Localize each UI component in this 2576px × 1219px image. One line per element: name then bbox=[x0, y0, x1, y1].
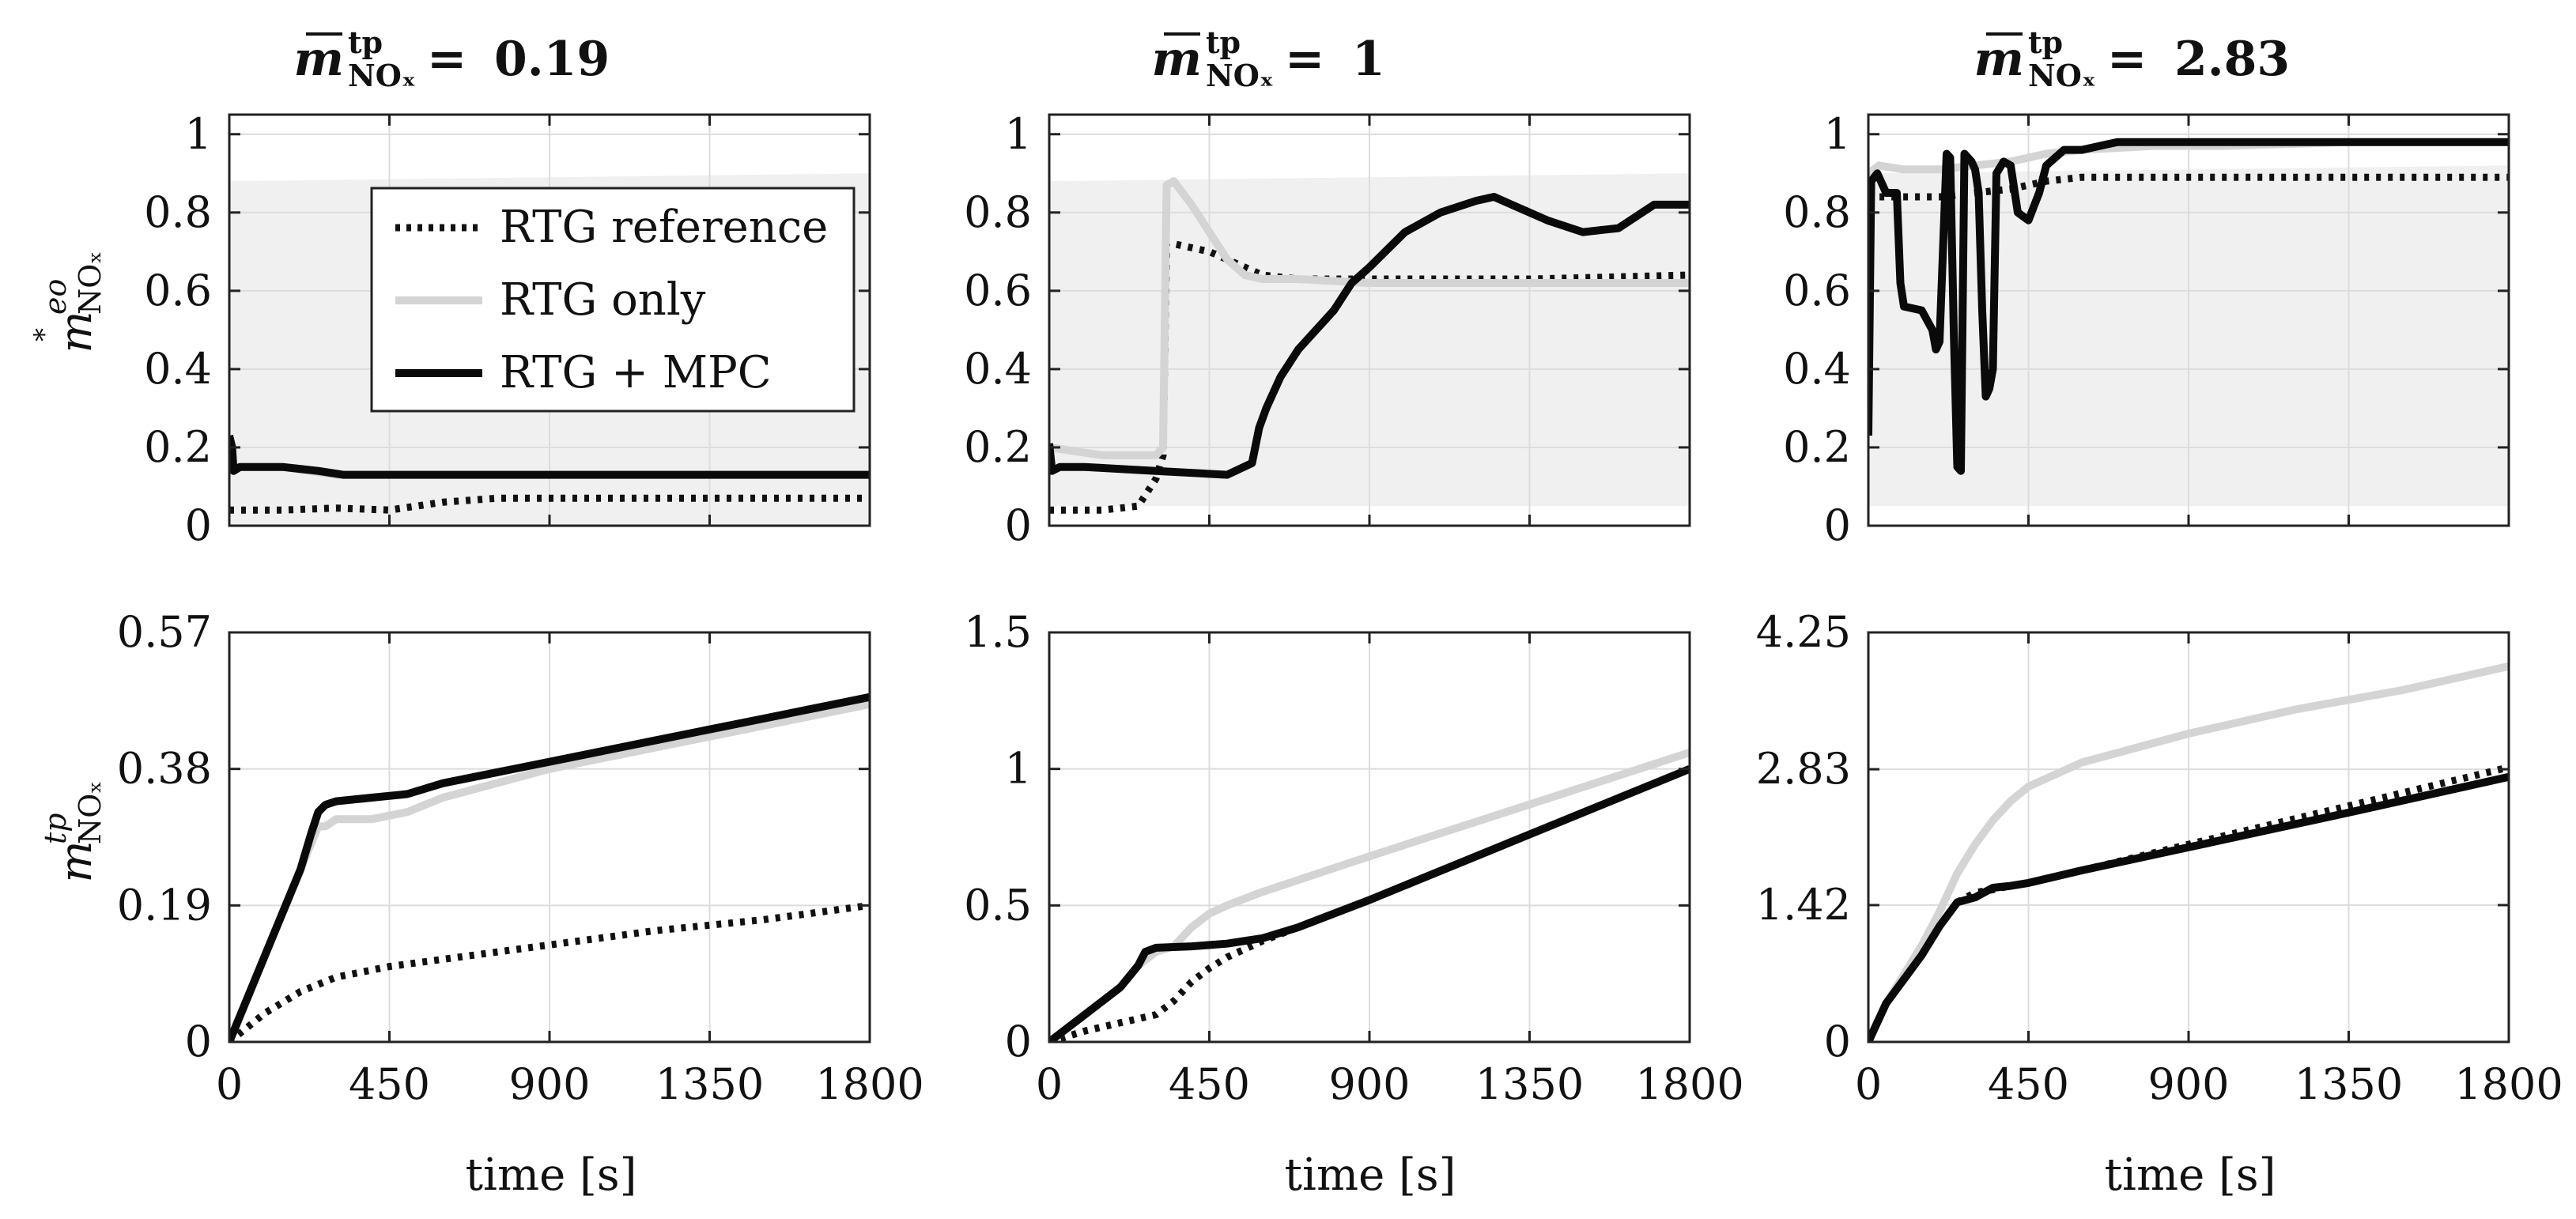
x-tick-label: 1800 bbox=[815, 1059, 924, 1109]
series-line-rtg-mpc bbox=[229, 693, 870, 1042]
svg-text:tp: tp bbox=[38, 813, 73, 844]
title-value-left: 0.19 bbox=[494, 32, 610, 87]
svg-text:=: = bbox=[1285, 32, 1324, 87]
x-tick-label: 0 bbox=[216, 1059, 243, 1109]
y-tick-label: 1.5 bbox=[964, 607, 1032, 657]
series-line-rtg-reference bbox=[1049, 765, 1690, 1042]
y-tick-label: 1 bbox=[1005, 109, 1032, 159]
svg-text:NOₓ: NOₓ bbox=[348, 58, 416, 93]
y-tick-label: 0.8 bbox=[1783, 187, 1851, 237]
panel-bottom-right: 0 450 900 1350 1800 0 1.42 2.83 4.25 bbox=[1756, 607, 2563, 1109]
x-tick-label: 1350 bbox=[1475, 1059, 1584, 1109]
y-tick-label: 0 bbox=[1005, 500, 1032, 550]
x-tick-label: 900 bbox=[2147, 1059, 2229, 1109]
y-tick-label: 1.42 bbox=[1756, 880, 1851, 930]
y-tick-label: 0.8 bbox=[964, 187, 1032, 237]
ylabel-bottom: m tp NOₓ bbox=[38, 780, 108, 882]
svg-text:=: = bbox=[427, 32, 466, 87]
x-tick-label: 1800 bbox=[2454, 1059, 2563, 1109]
xlabel-left: time [s] bbox=[466, 1149, 637, 1201]
y-tick-label: 4.25 bbox=[1756, 607, 1851, 657]
svg-text:=: = bbox=[2107, 32, 2147, 87]
svg-text:*: * bbox=[28, 328, 60, 342]
svg-text:eo: eo bbox=[38, 279, 73, 315]
x-tick-label: 1800 bbox=[1635, 1059, 1743, 1109]
x-tick-label: 1350 bbox=[655, 1059, 764, 1109]
panel-top-right: 0 0.2 0.4 0.6 0.8 1 bbox=[1783, 109, 2510, 550]
svg-text:NOₓ: NOₓ bbox=[73, 251, 108, 315]
y-tick-label: 0.5 bbox=[964, 880, 1032, 930]
title-value-middle: 1 bbox=[1352, 32, 1385, 87]
series-line-rtg-mpc bbox=[1049, 193, 1690, 479]
panel-title-left: m tp NOₓ = 0.19 bbox=[294, 25, 610, 93]
x-tick-label: 1350 bbox=[2295, 1059, 2403, 1109]
series-line-rtg-only bbox=[1049, 177, 1690, 459]
legend-label-reference: RTG reference bbox=[500, 202, 828, 253]
y-tick-label: 0 bbox=[185, 500, 212, 550]
series-line-rtg-mpc bbox=[1868, 772, 2509, 1042]
y-tick-label: 2.83 bbox=[1756, 744, 1851, 794]
y-tick-label: 0.4 bbox=[1783, 344, 1851, 394]
svg-text:tp: tp bbox=[2028, 25, 2063, 60]
series-line-rtg-reference bbox=[229, 494, 870, 514]
y-tick-label: 1 bbox=[1824, 109, 1851, 159]
y-tick-label: 0.2 bbox=[144, 422, 212, 472]
x-tick-label: 0 bbox=[1036, 1059, 1063, 1109]
y-tick-label: 0.6 bbox=[144, 266, 212, 315]
y-tick-label: 0.6 bbox=[1783, 266, 1851, 315]
x-tick-label: 900 bbox=[508, 1059, 590, 1109]
series-line-rtg-mpc bbox=[229, 434, 870, 479]
title-value-right: 2.83 bbox=[2174, 32, 2290, 87]
svg-text:m: m bbox=[51, 311, 102, 353]
svg-text:m: m bbox=[1152, 32, 1203, 87]
y-tick-label: 0.4 bbox=[964, 344, 1032, 394]
xlabel-middle: time [s] bbox=[1285, 1149, 1456, 1201]
svg-text:NOₓ: NOₓ bbox=[1206, 58, 1274, 93]
svg-text:NOₓ: NOₓ bbox=[2028, 58, 2096, 93]
x-tick-label: 450 bbox=[1169, 1059, 1250, 1109]
y-tick-label: 0 bbox=[185, 1017, 212, 1066]
legend: RTG reference RTG only RTG + MPC bbox=[370, 187, 856, 413]
y-tick-label: 0.4 bbox=[144, 344, 212, 394]
y-tick-label: 0 bbox=[1824, 1017, 1851, 1066]
svg-text:m: m bbox=[51, 840, 102, 882]
y-tick-label: 0.38 bbox=[117, 744, 212, 794]
y-tick-label: 0.8 bbox=[144, 187, 212, 237]
svg-text:tp: tp bbox=[348, 25, 383, 60]
panel-top-middle: 0 0.2 0.4 0.6 0.8 1 bbox=[964, 109, 1691, 550]
series-line-rtg-mpc bbox=[1868, 138, 2509, 475]
y-tick-label: 0.57 bbox=[117, 607, 212, 657]
panel-bottom-left: 0 450 900 1350 1800 0 0.19 0.38 0.57 bbox=[117, 607, 924, 1109]
x-tick-label: 450 bbox=[1988, 1059, 2069, 1109]
x-tick-label: 900 bbox=[1328, 1059, 1410, 1109]
svg-text:NOₓ: NOₓ bbox=[73, 780, 108, 844]
x-tick-label: 0 bbox=[1855, 1059, 1882, 1109]
y-tick-label: 0.2 bbox=[964, 422, 1032, 472]
y-tick-label: 0 bbox=[1005, 1017, 1032, 1066]
y-tick-label: 0 bbox=[1824, 500, 1851, 550]
legend-label-rtg-only: RTG only bbox=[500, 274, 706, 326]
series-line-rtg-mpc bbox=[1049, 765, 1690, 1042]
svg-text:m: m bbox=[1974, 32, 2025, 87]
xlabel-right: time [s] bbox=[2105, 1149, 2276, 1201]
y-tick-label: 0.19 bbox=[117, 880, 212, 930]
y-tick-label: 1 bbox=[1005, 744, 1032, 794]
svg-text:tp: tp bbox=[1206, 25, 1241, 60]
series-line-rtg-reference bbox=[1049, 240, 1690, 514]
panel-title-right: m tp NOₓ = 2.83 bbox=[1974, 25, 2291, 93]
x-tick-label: 450 bbox=[349, 1059, 430, 1109]
svg-text:m: m bbox=[294, 32, 345, 87]
panel-title-middle: m tp NOₓ = 1 bbox=[1152, 25, 1385, 93]
y-tick-label: 1 bbox=[185, 109, 212, 159]
y-tick-label: 0.2 bbox=[1783, 422, 1851, 472]
y-tick-label: 0.6 bbox=[964, 266, 1032, 315]
legend-label-rtg-mpc: RTG + MPC bbox=[500, 347, 772, 398]
panel-bottom-middle: 0 450 900 1350 1800 0 0.5 1 1.5 bbox=[964, 607, 1744, 1109]
ylabel-top: m eo NOₓ * bbox=[28, 251, 108, 353]
